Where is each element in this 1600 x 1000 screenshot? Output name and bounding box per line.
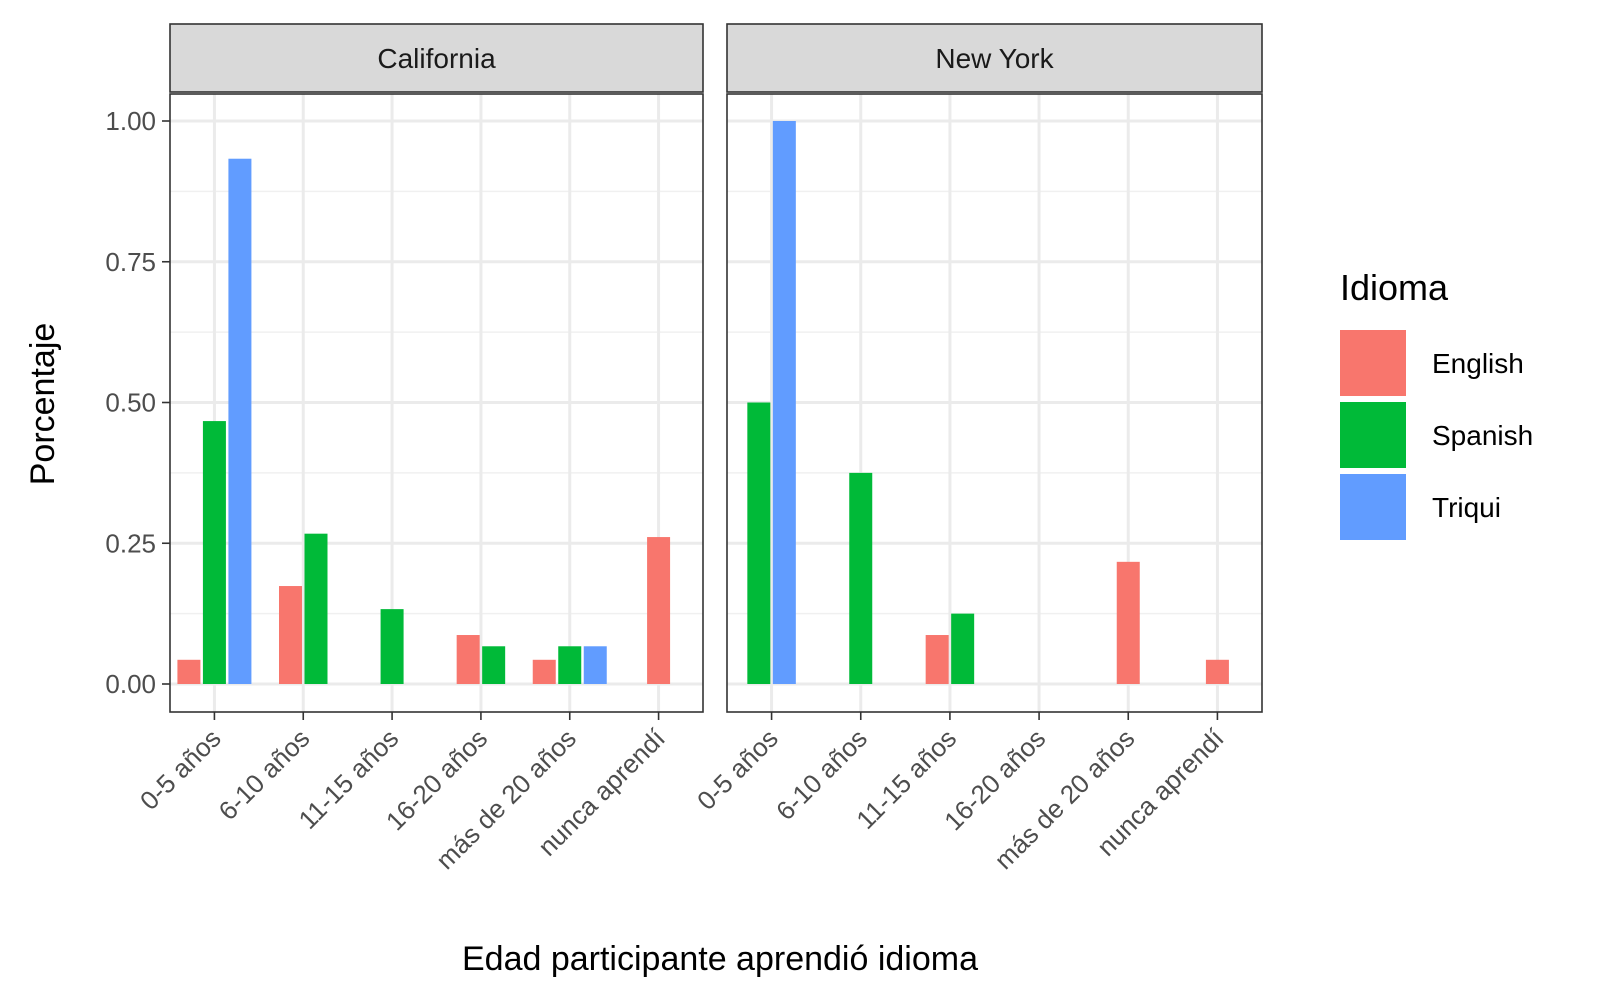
bar-english-2 (279, 586, 302, 684)
bar-english-1 (177, 659, 201, 684)
bar-spanish-3 (380, 609, 404, 684)
x-tick-label: 0-5 años (134, 723, 227, 816)
x-axis-title: Edad participante aprendió idioma (462, 940, 978, 978)
legend-key-triqui (1340, 474, 1406, 540)
y-tick-label: 0.75 (105, 247, 156, 277)
bar-english-4 (456, 635, 480, 684)
legend-label-spanish: Spanish (1432, 420, 1533, 451)
legend-key-english (1340, 330, 1406, 396)
bar-english-3 (925, 635, 949, 684)
x-tick-label: 0-5 años (691, 723, 784, 816)
y-tick-label: 0.50 (105, 388, 156, 418)
bar-english-6 (1205, 659, 1229, 684)
facet-strip (726, 23, 1263, 93)
y-tick-label: 1.00 (105, 106, 156, 136)
bar-english-5 (532, 659, 556, 684)
y-axis: 0.00 0.25 0.50 0.75 1.00 (105, 106, 170, 699)
bar-spanish-5 (558, 646, 582, 684)
bar-triqui-1 (228, 158, 252, 684)
y-axis-title: Porcentaje (24, 323, 62, 486)
bar-spanish-2 (304, 533, 328, 684)
legend-label-triqui: Triqui (1432, 492, 1501, 523)
bar-english-6 (647, 537, 671, 684)
bar-spanish-4 (482, 646, 506, 684)
bar-spanish-1 (747, 402, 771, 684)
facet-strip (169, 23, 704, 93)
panel-border (726, 93, 1263, 713)
legend-key-spanish (1340, 402, 1406, 468)
bar-spanish-3 (951, 613, 975, 684)
facet-strip-label: New York (935, 43, 1054, 74)
legend-title: Idioma (1340, 267, 1449, 308)
y-tick-label: 0.00 (105, 669, 156, 699)
panels-layer: California New York (169, 23, 1263, 713)
bar-spanish-1 (202, 421, 226, 684)
bar-triqui-5 (583, 646, 607, 684)
legend-label-english: English (1432, 348, 1524, 379)
facet-strip-label: California (377, 43, 496, 74)
bar-english-5 (1116, 561, 1140, 684)
bar-triqui-1 (772, 121, 796, 684)
legend: Idioma English Spanish Triqui (1340, 267, 1533, 540)
panel-california: California (169, 23, 704, 713)
bar-spanish-2 (849, 472, 873, 684)
y-tick-label: 0.25 (105, 528, 156, 558)
panel-new-york: New York (726, 23, 1263, 713)
